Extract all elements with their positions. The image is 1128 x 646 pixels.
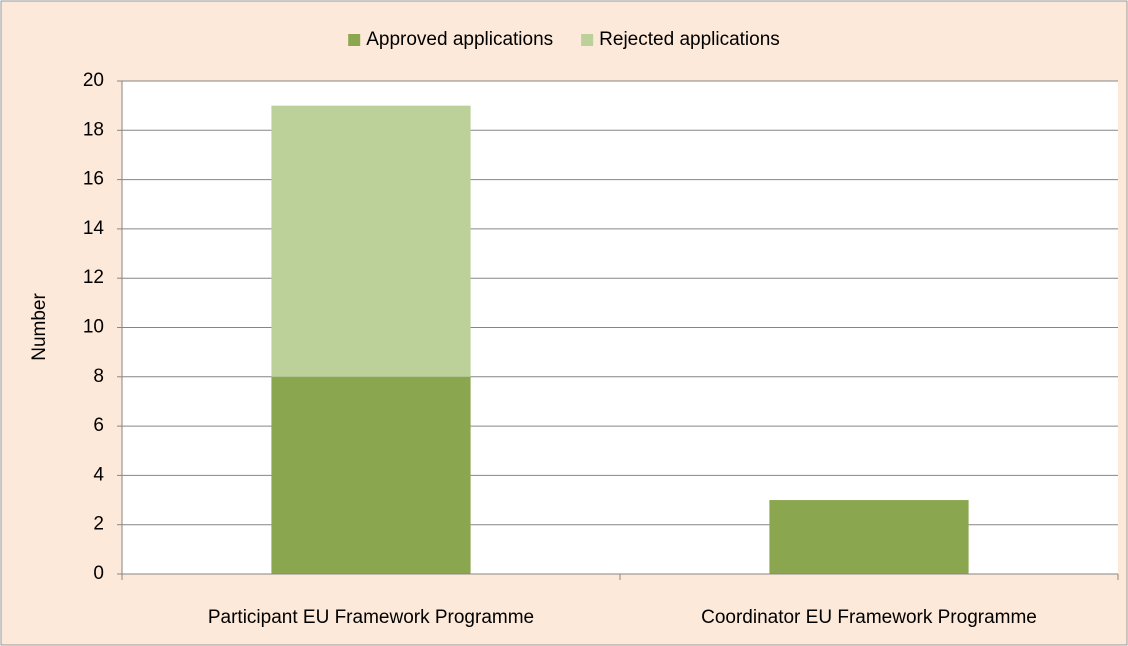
legend-swatch bbox=[348, 34, 361, 46]
y-axis-label: Number bbox=[29, 293, 50, 361]
y-tick-label: 12 bbox=[83, 267, 104, 288]
y-tick-label: 6 bbox=[93, 415, 104, 436]
y-tick-label: 10 bbox=[83, 317, 104, 338]
bar bbox=[769, 500, 969, 574]
bar bbox=[271, 105, 471, 377]
y-tick-label: 20 bbox=[83, 70, 104, 91]
y-tick-label: 16 bbox=[83, 169, 104, 190]
x-tick-label: Coordinator EU Framework Programme bbox=[701, 607, 1037, 628]
x-tick-label: Participant EU Framework Programme bbox=[208, 607, 534, 628]
y-tick-label: 18 bbox=[83, 119, 104, 140]
legend-swatch bbox=[581, 34, 594, 46]
y-tick-label: 0 bbox=[93, 563, 104, 584]
y-tick-label: 8 bbox=[93, 366, 104, 387]
bar bbox=[271, 376, 471, 574]
y-tick-label: 4 bbox=[93, 464, 104, 485]
legend-label: Rejected applications bbox=[599, 29, 780, 50]
y-tick-label: 14 bbox=[83, 218, 105, 239]
y-tick-label: 2 bbox=[93, 514, 104, 535]
legend-label: Approved applications bbox=[366, 29, 553, 50]
